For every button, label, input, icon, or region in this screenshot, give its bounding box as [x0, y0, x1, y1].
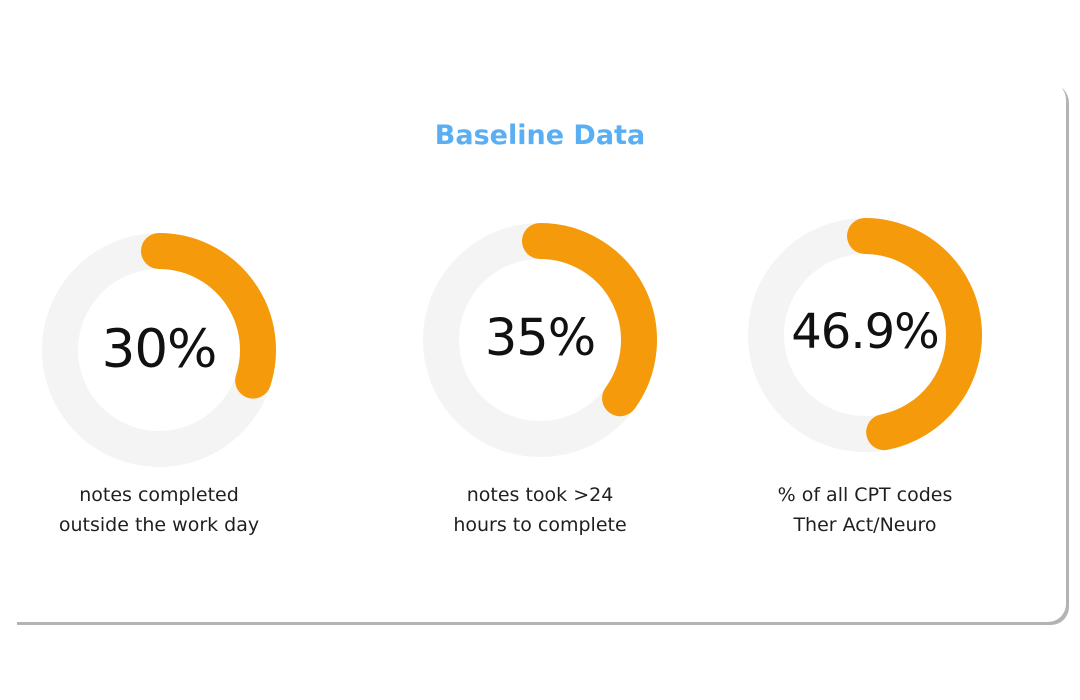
donut-3-value-label: 46.9% — [791, 304, 939, 360]
donut-1-caption: notes completed outside the work day — [19, 480, 299, 540]
donut-2-value-label: 35% — [484, 309, 596, 368]
donut-3-arc — [847, 218, 982, 451]
donut-2-caption-line-1: notes took >24 — [466, 484, 614, 506]
donut-chart-3: 46.9% — [748, 218, 982, 452]
donut-1-caption-line-1: notes completed — [79, 484, 239, 506]
donut-1-svg — [42, 233, 276, 467]
donut-2-arc — [522, 223, 657, 417]
donut-chart-1: 30% — [42, 233, 276, 467]
donut-3-caption-line-2: Ther Act/Neuro — [793, 514, 937, 536]
donut-2-svg — [423, 223, 657, 457]
donut-1-caption-line-2: outside the work day — [58, 514, 260, 536]
chart-title: Baseline Data — [434, 120, 646, 151]
donut-3-svg — [748, 218, 982, 452]
donut-chart-2: 35% — [423, 223, 657, 457]
donut-1-arc — [141, 233, 276, 399]
donut-2-caption: notes took >24 hours to complete — [400, 480, 680, 540]
donut-3-caption-line-1: % of all CPT codes — [777, 484, 953, 506]
donut-1-value-label: 30% — [101, 319, 218, 380]
baseline-card — [14, 80, 1066, 622]
donut-2-caption-line-2: hours to complete — [453, 514, 627, 536]
donut-3-caption: % of all CPT codes Ther Act/Neuro — [725, 480, 1005, 540]
